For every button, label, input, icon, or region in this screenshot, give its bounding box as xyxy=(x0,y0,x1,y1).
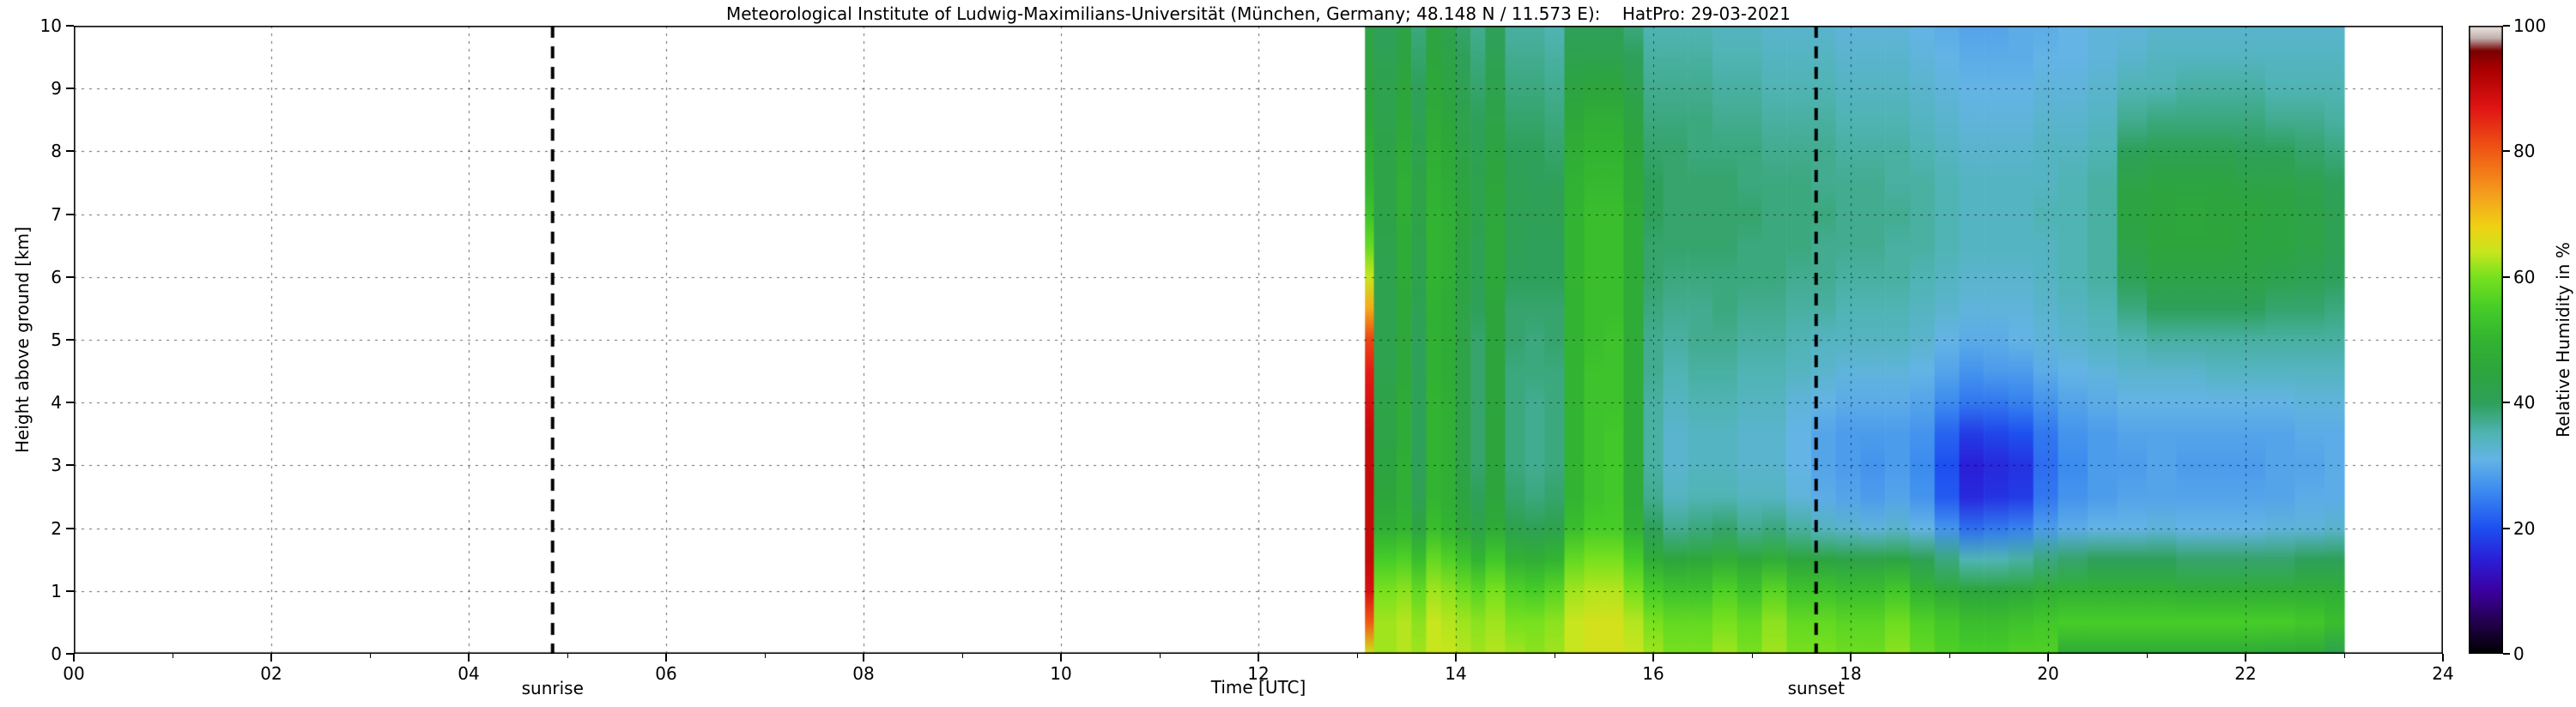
x-tick-label: 12 xyxy=(1247,663,1270,684)
x-tick-label: 24 xyxy=(2432,663,2454,684)
y-tick-label: 5 xyxy=(51,329,62,350)
y-tick-label: 4 xyxy=(51,392,62,414)
x-tick-mark xyxy=(270,654,272,662)
y-tick-mark xyxy=(66,339,74,341)
colorbar-tick-label: 40 xyxy=(2513,392,2536,414)
colorbar-tick-mark xyxy=(2503,25,2510,27)
x-tick-label: 04 xyxy=(458,663,480,684)
x-tick-label: 18 xyxy=(1840,663,1862,684)
x-tick-mark xyxy=(468,654,470,662)
heatmap-canvas xyxy=(74,26,2443,654)
sun-annotation-label: sunrise xyxy=(521,678,584,698)
colorbar-tick-label: 100 xyxy=(2513,15,2547,36)
x-tick-mark xyxy=(73,654,75,662)
plot-area xyxy=(74,26,2443,654)
x-tick-label: 14 xyxy=(1445,663,1467,684)
y-tick-mark xyxy=(66,653,74,655)
y-tick-mark xyxy=(66,25,74,27)
y-tick-label: 10 xyxy=(39,15,62,36)
x-minor-tick-mark xyxy=(1751,654,1753,658)
colorbar-tick-mark xyxy=(2503,527,2510,529)
x-tick-label: 10 xyxy=(1050,663,1072,684)
x-minor-tick-mark xyxy=(1159,654,1161,658)
x-minor-tick-mark xyxy=(764,654,766,658)
x-tick-mark xyxy=(1060,654,1062,662)
colorbar xyxy=(2469,26,2503,657)
x-tick-mark xyxy=(863,654,864,662)
y-tick-label: 2 xyxy=(51,517,62,539)
y-tick-label: 8 xyxy=(51,141,62,162)
x-tick-label: 02 xyxy=(260,663,282,684)
colorbar-tick-mark xyxy=(2503,150,2510,153)
y-tick-label: 9 xyxy=(51,78,62,100)
y-tick-label: 0 xyxy=(51,644,62,664)
x-minor-tick-mark xyxy=(369,654,371,658)
colorbar-tick-label: 0 xyxy=(2513,644,2524,664)
x-axis-label: Time [UTC] xyxy=(1210,677,1306,698)
colorbar-gradient xyxy=(2469,26,2503,654)
x-tick-mark xyxy=(2047,654,2049,662)
y-tick-label: 7 xyxy=(51,203,62,225)
x-minor-tick-mark xyxy=(2146,654,2148,658)
x-tick-mark xyxy=(1850,654,1852,662)
y-tick-label: 6 xyxy=(51,266,62,287)
colorbar-tick-mark xyxy=(2503,653,2510,655)
x-tick-mark xyxy=(1455,654,1457,662)
y-tick-label: 1 xyxy=(51,580,62,601)
y-tick-mark xyxy=(66,213,74,215)
colorbar-tick-mark xyxy=(2503,275,2510,278)
y-tick-mark xyxy=(66,88,74,90)
x-minor-tick-mark xyxy=(961,654,963,658)
x-tick-mark xyxy=(2245,654,2246,662)
colorbar-tick-label: 20 xyxy=(2513,517,2536,539)
x-tick-label: 16 xyxy=(1642,663,1664,684)
colorbar-tick-mark xyxy=(2503,402,2510,404)
x-minor-tick-mark xyxy=(1949,654,1950,658)
colorbar-tick-label: 60 xyxy=(2513,266,2536,287)
x-tick-mark xyxy=(665,654,667,662)
x-tick-label: 20 xyxy=(2037,663,2059,684)
x-tick-label: 22 xyxy=(2234,663,2257,684)
x-tick-label: 08 xyxy=(852,663,875,684)
x-tick-label: 00 xyxy=(63,663,85,684)
x-minor-tick-mark xyxy=(2343,654,2345,658)
y-tick-mark xyxy=(66,464,74,467)
x-minor-tick-mark xyxy=(1356,654,1358,658)
colorbar-tick-label: 80 xyxy=(2513,141,2536,162)
sun-annotation-label: sunset xyxy=(1787,678,1845,698)
y-tick-label: 3 xyxy=(51,455,62,476)
x-tick-mark xyxy=(1652,654,1654,662)
x-tick-mark xyxy=(2442,654,2444,662)
colorbar-label: Relative Humidity in % xyxy=(2553,242,2573,438)
x-tick-mark xyxy=(1258,654,1259,662)
y-tick-mark xyxy=(66,527,74,529)
y-tick-mark xyxy=(66,275,74,278)
y-tick-mark xyxy=(66,589,74,592)
y-tick-mark xyxy=(66,150,74,153)
y-tick-mark xyxy=(66,402,74,404)
x-minor-tick-mark xyxy=(567,654,568,658)
x-tick-label: 06 xyxy=(655,663,677,684)
chart-title: Meteorological Institute of Ludwig-Maxim… xyxy=(725,3,1791,24)
